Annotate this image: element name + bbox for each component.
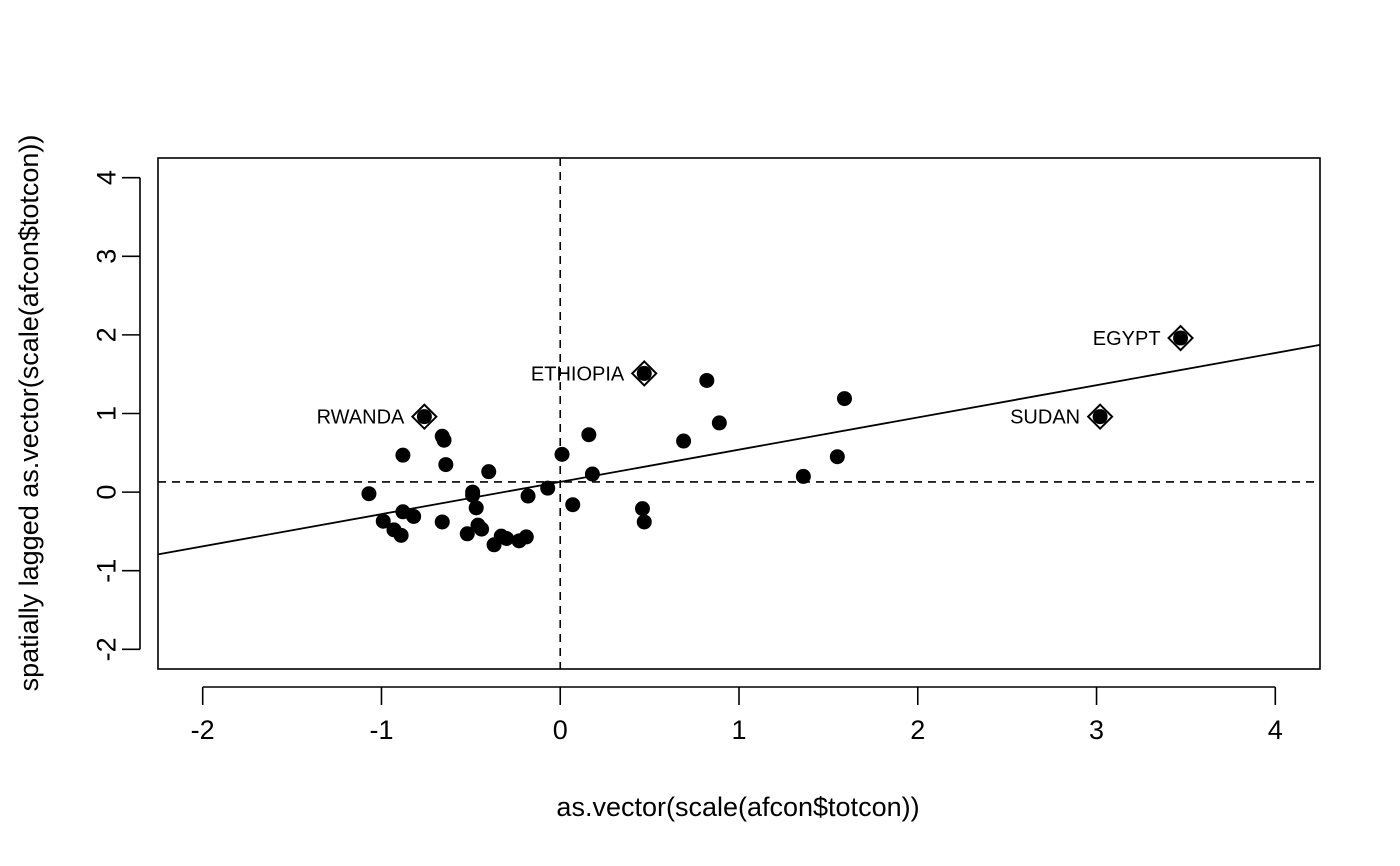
plot-frame	[157, 157, 1321, 670]
y-tick-label: 0	[91, 485, 121, 500]
point-label: SUDAN	[1010, 407, 1080, 429]
point-label: EGYPT	[1093, 328, 1161, 350]
influential-point	[1173, 330, 1189, 346]
influential-point	[636, 365, 652, 381]
data-point	[554, 446, 570, 462]
data-point	[499, 530, 515, 546]
data-point	[459, 526, 475, 542]
data-point	[520, 488, 536, 504]
x-tick-label: -1	[369, 715, 393, 745]
data-point	[795, 468, 811, 484]
regression-line	[157, 344, 1321, 556]
data-point	[829, 449, 845, 465]
y-tick-label: -2	[91, 637, 121, 661]
data-point	[676, 433, 692, 449]
data-point	[540, 480, 556, 496]
data-point	[468, 500, 484, 516]
influence-diamond-marker	[1167, 324, 1194, 352]
data-point	[465, 487, 481, 503]
x-axis-label: as.vector(scale(afcon$totcon))	[556, 792, 919, 822]
data-point	[518, 529, 534, 545]
data-point	[699, 372, 715, 388]
influence-diamond-marker	[1086, 403, 1114, 431]
data-point	[581, 427, 597, 443]
x-tick-label: 1	[731, 715, 746, 745]
data-point	[481, 464, 497, 480]
y-tick-label: -1	[91, 559, 121, 583]
data-point	[361, 486, 377, 502]
y-tick-label: 3	[91, 249, 121, 264]
x-tick-label: -2	[191, 715, 215, 745]
point-label: ETHIOPIA	[531, 363, 625, 385]
point-label: RWANDA	[317, 407, 405, 429]
influence-diamond-marker	[410, 403, 438, 431]
data-point	[711, 415, 727, 431]
data-point	[584, 466, 600, 482]
x-tick-label: 0	[553, 715, 568, 745]
influential-point	[1092, 409, 1108, 425]
data-point	[634, 501, 650, 517]
data-point	[836, 391, 852, 407]
x-tick-label: 3	[1089, 715, 1104, 745]
x-tick-label: 4	[1268, 715, 1283, 745]
data-point	[375, 513, 391, 529]
data-point	[436, 432, 452, 448]
data-point	[393, 527, 409, 543]
data-point	[565, 497, 581, 513]
y-tick-label: 2	[91, 327, 121, 342]
x-tick-label: 2	[910, 715, 925, 745]
influential-point	[416, 409, 432, 425]
data-point	[438, 457, 454, 473]
data-point	[474, 521, 490, 537]
data-point	[395, 447, 411, 463]
y-tick-label: 4	[91, 170, 121, 185]
y-axis-label: spatially lagged as.vector(scale(afcon$t…	[14, 135, 44, 692]
y-tick-label: 1	[91, 406, 121, 421]
data-point	[434, 514, 450, 530]
influence-diamond-marker	[630, 359, 658, 387]
data-point	[636, 514, 652, 530]
data-point	[406, 508, 422, 524]
